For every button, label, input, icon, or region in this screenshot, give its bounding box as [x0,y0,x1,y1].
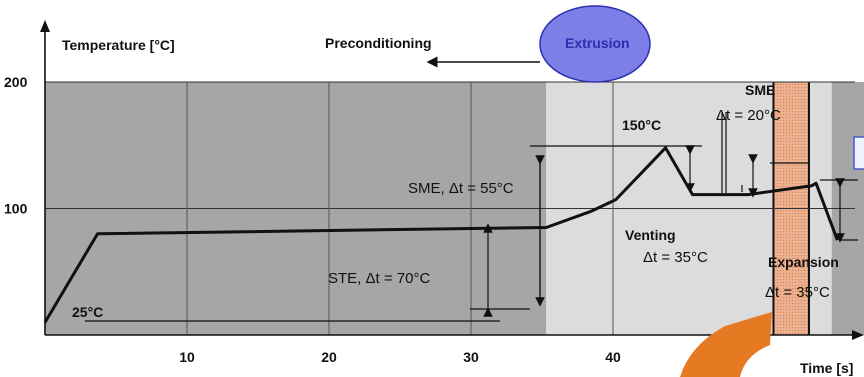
callout-box-partial [853,136,864,170]
preconditioning-label: Preconditioning [325,35,432,51]
x-tick-label: 40 [605,349,621,365]
ste-label: STE, Δt = 70°C [328,270,430,287]
y-tick-label: 200 [4,74,28,90]
y-axis-arrow-icon [40,20,50,32]
x-tick-label: 20 [321,349,337,365]
extrusion-ellipse [539,5,651,83]
sme2-title-label: SME [745,82,775,98]
expansion-label: Expansion [768,254,839,270]
tick-labels: 100 200 10 20 30 40 [4,74,621,365]
sme1-label: SME, Δt = 55°C [408,180,514,197]
x-axis-label: Time [s] [800,360,853,376]
expansion-bracket [820,178,858,243]
y-tick-label: 100 [4,201,28,217]
orange-pointer-arrow [680,312,772,377]
grid-lines [45,81,855,335]
peak-temp-label: 150°C [622,117,661,133]
temperature-curve [43,146,839,324]
venting-bracket [685,145,743,193]
start-temp-label: 25°C [72,304,103,320]
x-axis-arrow-icon [852,330,864,340]
extrusion-label: Extrusion [565,35,630,51]
x-tick-label: 30 [463,349,479,365]
venting-label: Venting [625,227,676,243]
sme2-label: Δt = 20°C [716,107,781,124]
venting-dt-label: Δt = 35°C [643,249,708,266]
ste-bracket [85,223,530,322]
sme2-bracket [721,112,808,198]
expansion-dt-label: Δt = 35°C [765,284,830,301]
y-axis-label: Temperature [°C] [62,37,175,53]
x-tick-label: 10 [179,349,195,365]
